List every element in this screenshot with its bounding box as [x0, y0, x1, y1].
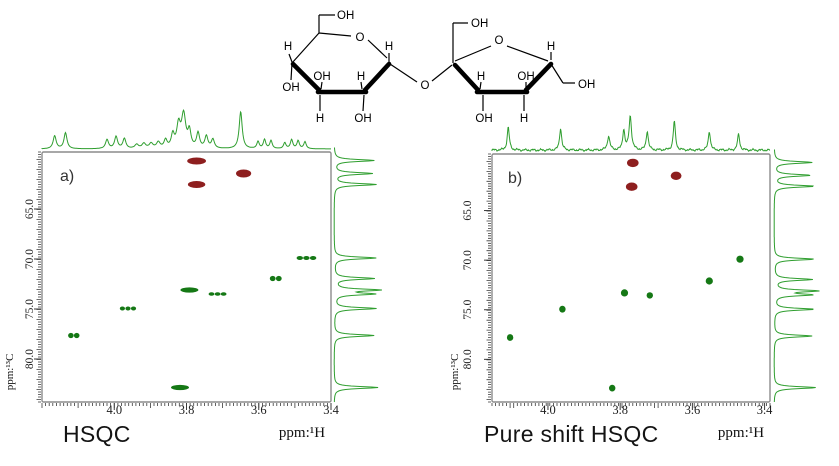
x-tick-label: 3.8 [612, 403, 628, 417]
cross-peak [119, 306, 125, 311]
x-tick-label: 3.4 [757, 403, 773, 417]
cross-peak [559, 305, 566, 313]
cross-peak [705, 277, 713, 285]
plot-frame [41, 151, 332, 403]
atom-label-h: H [357, 71, 365, 83]
cross-peak [171, 384, 189, 391]
cross-peak [220, 292, 227, 296]
atom-label-h: H [547, 41, 555, 53]
x-tick-label: 4.0 [540, 403, 556, 417]
cross-peak [303, 256, 310, 260]
proton-1d-trace [41, 108, 331, 150]
pure-shift-hsqc-plot: 4.0 3.8 3.6 3.4 65.0 70.0 75.0 80.0 b) ppm:¹H ppm:… [449, 115, 820, 441]
cross-peak [130, 306, 137, 311]
molecule-bonds-thin [288, 14, 575, 112]
spectrum-panel-a-hsqc: 4.0 3.8 3.6 3.4 65.0 70.0 75.0 80.0 a) ppm:¹H ppm:… [0, 105, 400, 466]
cross-peak [236, 169, 252, 178]
cross-peak [208, 292, 215, 296]
atom-label-oh: OH [471, 18, 488, 30]
ch-cross-peaks [68, 256, 317, 391]
y-tick-label: 65.0 [24, 199, 36, 219]
cross-peak [214, 292, 221, 296]
molecule-structure-sucrose: OH H O H OH OH H H OH O OH O H H OH OH O… [282, 10, 595, 125]
panel-letter-label: b) [508, 170, 522, 187]
cross-peak [68, 332, 74, 339]
cross-peak [73, 332, 80, 339]
ch2-cross-peaks [625, 158, 682, 191]
plot-frame [491, 153, 771, 403]
cross-peak [506, 334, 514, 341]
atom-label-oh: OH [337, 10, 354, 22]
cross-peak [296, 256, 303, 260]
spectrum-title-pure-shift-hsqc: Pure shift HSQC [484, 421, 659, 447]
hsqc-plot: 4.0 3.8 3.6 3.4 65.0 70.0 75.0 80.0 a) ppm:¹H ppm:… [4, 108, 382, 441]
y-tick-label: 80.0 [462, 349, 474, 369]
atom-label-oh: OH [282, 82, 299, 94]
ch-cross-peaks [506, 255, 744, 392]
x-tick-label: 3.6 [685, 403, 701, 417]
cross-peak [269, 275, 276, 282]
atom-label-h: H [520, 113, 528, 125]
y-axis-minor-ticks [36, 151, 41, 403]
atom-label-h: H [316, 113, 324, 125]
y-tick-label: 75.0 [24, 299, 36, 319]
y-axis-minor-ticks [486, 153, 491, 403]
x-tick-label: 4.0 [106, 403, 122, 417]
atom-label-oh: OH [354, 113, 371, 125]
atom-label-oh: OH [578, 79, 595, 91]
spectrum-title-hsqc: HSQC [63, 421, 131, 447]
x-tick-label: 3.6 [251, 403, 267, 417]
cross-peak [275, 275, 282, 282]
atom-label-oh: OH [313, 71, 330, 83]
atom-label-ring-o: O [356, 32, 365, 44]
y-tick-label: 75.0 [462, 299, 474, 319]
proton-1d-trace [491, 115, 771, 153]
cross-peak [187, 181, 206, 188]
atom-label-glycosidic-o: O [421, 80, 430, 92]
cross-peak [627, 158, 639, 168]
spectrum-panel-b-pure-shift-hsqc: 4.0 3.8 3.6 3.4 65.0 70.0 75.0 80.0 b) ppm:¹H ppm:… [445, 105, 839, 466]
ch2-cross-peaks [187, 157, 252, 188]
atom-label-h: H [385, 41, 393, 53]
carbon-1d-trace [333, 147, 382, 403]
y-tick-label: 70.0 [462, 250, 474, 270]
atom-label-h: H [284, 41, 292, 53]
y-axis-unit-label: ppm:¹³C [4, 354, 16, 391]
cross-peak [125, 306, 131, 311]
cross-peak [309, 256, 317, 260]
x-axis-unit-label: ppm:¹H [279, 425, 325, 441]
cross-peak [620, 289, 629, 297]
cross-peak [670, 171, 682, 180]
x-tick-label: 3.4 [323, 403, 339, 417]
cross-peak [646, 292, 653, 299]
y-tick-label: 80.0 [24, 349, 36, 369]
atom-label-oh: OH [517, 71, 534, 83]
atom-label-h: H [477, 71, 485, 83]
y-tick-label: 65.0 [462, 200, 474, 220]
x-tick-label: 3.8 [179, 403, 195, 417]
cross-peak [187, 157, 207, 165]
panel-letter-label: a) [60, 168, 74, 185]
y-tick-label: 70.0 [24, 249, 36, 269]
cross-peak [180, 287, 199, 293]
atom-label-ring-o: O [495, 35, 504, 47]
x-axis-minor-ticks [491, 403, 771, 408]
cross-peak [736, 255, 744, 263]
atom-label-oh: OH [475, 113, 492, 125]
y-axis-unit-label: ppm:¹³C [449, 354, 461, 391]
carbon-1d-trace [773, 149, 820, 402]
cross-peak [625, 182, 638, 191]
cross-peak [609, 384, 616, 392]
molecule-bonds-bold [290, 61, 554, 95]
x-axis-unit-label: ppm:¹H [718, 425, 764, 441]
